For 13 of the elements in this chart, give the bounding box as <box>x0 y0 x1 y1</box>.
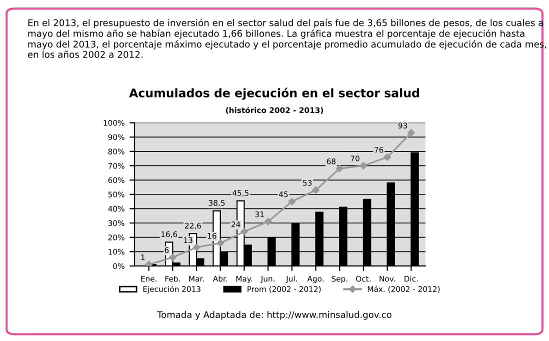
point <box>360 162 368 170</box>
point <box>264 218 272 226</box>
point <box>312 186 320 194</box>
point <box>216 239 224 247</box>
text: Tomada y Adaptada de: http://www.minsalud.gov.co <box>157 311 392 320</box>
point <box>288 198 296 206</box>
chart-title: Acumulados de ejecución en el sector salud <box>129 88 419 100</box>
point <box>408 129 415 136</box>
point <box>145 260 152 266</box>
point <box>240 228 248 236</box>
point <box>384 153 391 161</box>
point <box>192 244 200 251</box>
point <box>336 164 344 172</box>
